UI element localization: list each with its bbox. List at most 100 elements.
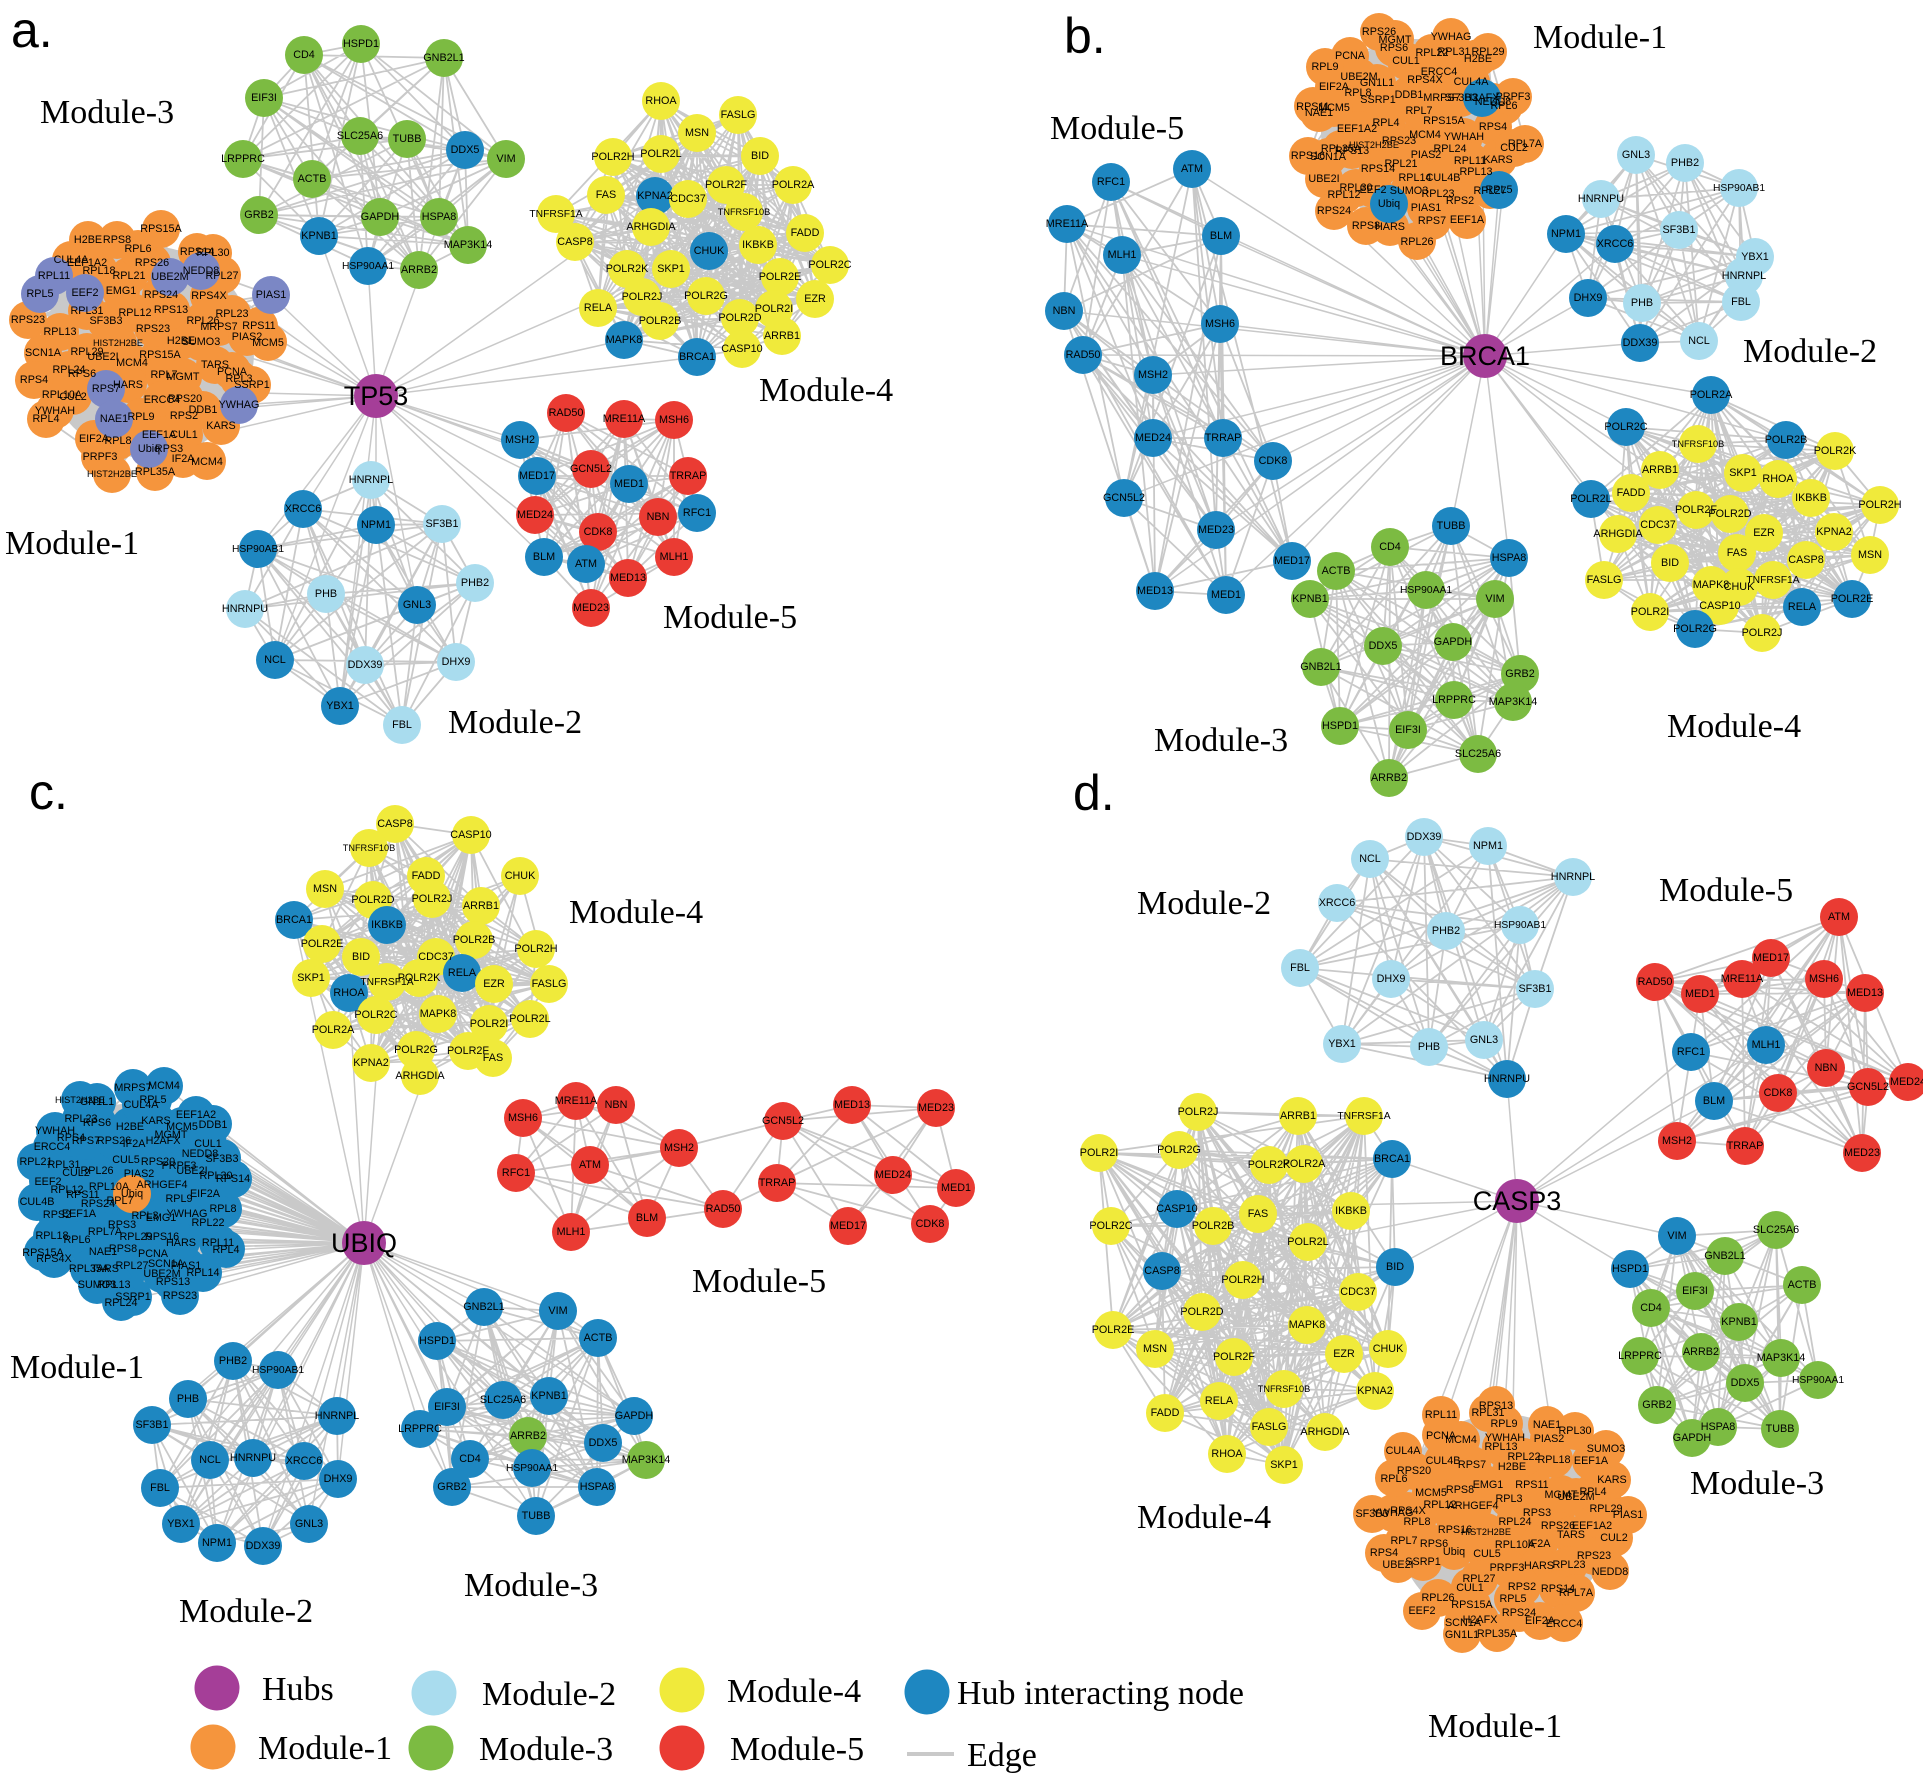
svg-text:ARRB2: ARRB2 [1683,1346,1719,1358]
svg-text:POLR2B: POLR2B [639,315,682,327]
svg-text:BLM: BLM [1703,1095,1725,1107]
svg-text:POLR2K: POLR2K [1814,445,1857,457]
svg-text:d.: d. [1073,765,1115,821]
svg-text:LRPPRC: LRPPRC [1618,1350,1662,1362]
svg-text:H2AFX: H2AFX [146,1135,181,1147]
svg-text:CDC37: CDC37 [1340,1286,1375,1298]
svg-text:RAD50: RAD50 [1638,976,1673,988]
svg-text:YWHAH: YWHAH [35,405,75,417]
svg-text:Module-3: Module-3 [464,1567,598,1604]
svg-text:FAS: FAS [1248,1208,1268,1220]
svg-text:TUBB: TUBB [522,1510,551,1522]
svg-text:RPL10A: RPL10A [1495,1539,1536,1551]
svg-text:HSP90AA1: HSP90AA1 [506,1463,558,1474]
svg-text:HSPA8: HSPA8 [580,1481,615,1493]
svg-text:RPL31: RPL31 [70,305,103,317]
svg-text:FADD: FADD [791,227,820,239]
svg-text:MSH2: MSH2 [1138,369,1168,381]
svg-text:YBX1: YBX1 [326,700,354,712]
svg-text:MAP3K14: MAP3K14 [1757,1352,1806,1364]
svg-text:GNB2L1: GNB2L1 [423,52,464,64]
svg-text:IKBKB: IKBKB [371,919,403,931]
svg-text:RPL22: RPL22 [1507,1451,1540,1463]
svg-text:Module-3: Module-3 [40,94,174,131]
svg-text:SSRP1: SSRP1 [1360,94,1395,106]
svg-text:NAE1: NAE1 [89,1246,117,1258]
svg-text:RPL30: RPL30 [1339,182,1372,194]
svg-text:POLR2B: POLR2B [453,934,496,946]
svg-text:FADD: FADD [1617,487,1646,499]
svg-text:KPNB1: KPNB1 [531,1390,566,1402]
svg-text:XRCC6: XRCC6 [285,503,322,515]
svg-text:HSPA8: HSPA8 [1701,1421,1736,1433]
svg-text:RPS24: RPS24 [1502,1607,1536,1619]
svg-text:PRPF3: PRPF3 [1490,1562,1525,1574]
svg-text:SSRP1: SSRP1 [234,379,269,391]
svg-text:RPL10A: RPL10A [89,1181,130,1193]
svg-text:NCL: NCL [1688,335,1710,347]
svg-text:Module-2: Module-2 [1743,333,1877,370]
svg-text:RPS26: RPS26 [1362,26,1396,38]
svg-text:KARS: KARS [1597,1474,1626,1486]
svg-text:SKP1: SKP1 [1729,467,1757,479]
svg-text:Module-5: Module-5 [730,1731,864,1768]
svg-text:RPS26: RPS26 [97,1135,131,1147]
svg-text:DHX9: DHX9 [1574,292,1603,304]
svg-text:BRCA1: BRCA1 [1374,1153,1410,1165]
svg-text:UBE2I: UBE2I [87,351,118,363]
svg-text:KPNA2: KPNA2 [637,190,672,202]
svg-text:RELA: RELA [1205,1395,1234,1407]
svg-text:EEF2: EEF2 [1408,1605,1435,1617]
svg-text:POLR2E: POLR2E [759,271,802,283]
svg-text:FAS: FAS [483,1052,503,1064]
svg-text:CHUK: CHUK [694,245,725,257]
svg-text:RPL9: RPL9 [127,411,154,423]
svg-text:CUL4B: CUL4B [20,1196,55,1208]
svg-text:RPL12: RPL12 [1423,1499,1456,1511]
svg-text:RFC1: RFC1 [502,1167,530,1179]
svg-text:RPS15A: RPS15A [22,1247,64,1259]
svg-text:EZR: EZR [804,293,826,305]
svg-text:Module-1: Module-1 [1533,19,1667,56]
svg-text:PHB2: PHB2 [1432,925,1460,937]
svg-text:POLR2J: POLR2J [412,893,453,905]
svg-text:CUL2: CUL2 [1600,1532,1628,1544]
svg-text:KPNA2: KPNA2 [353,1057,388,1069]
svg-text:MAPK8: MAPK8 [1693,579,1730,591]
svg-text:CD4: CD4 [459,1453,481,1465]
svg-text:ACTB: ACTB [298,173,327,185]
svg-text:LRPPRC: LRPPRC [221,153,265,165]
svg-text:RPS2: RPS2 [170,410,198,422]
svg-text:HIST2H2BE: HIST2H2BE [93,338,143,348]
svg-text:c.: c. [29,764,68,820]
svg-text:MRE11A: MRE11A [603,413,646,425]
svg-text:MED23: MED23 [1844,1147,1880,1159]
svg-text:POLR2G: POLR2G [1157,1144,1201,1156]
svg-text:SF3B1: SF3B1 [1518,983,1551,995]
svg-text:EEF1A: EEF1A [62,1208,97,1220]
svg-text:ARRB1: ARRB1 [463,900,499,912]
svg-text:RPL7: RPL7 [1405,105,1432,117]
svg-text:RPS2: RPS2 [43,1209,71,1221]
svg-text:BID: BID [352,951,370,963]
svg-text:Ubiq: Ubiq [138,443,160,455]
svg-text:SF3B1: SF3B1 [425,518,458,530]
svg-text:IF2A: IF2A [172,453,196,465]
svg-text:Module-4: Module-4 [569,894,703,931]
svg-text:ERCC4: ERCC4 [34,1141,71,1153]
svg-text:HNRNPL: HNRNPL [1551,871,1595,883]
svg-text:SCN1A: SCN1A [148,1258,185,1270]
svg-text:ATM: ATM [579,1159,601,1171]
svg-text:NAE1: NAE1 [100,413,128,425]
svg-text:HSPA8: HSPA8 [422,211,457,223]
svg-text:NPM1: NPM1 [361,519,391,531]
svg-text:NCL: NCL [264,654,286,666]
svg-text:MED24: MED24 [1890,1076,1923,1088]
svg-text:BLM: BLM [636,1212,658,1224]
svg-text:GN1L1: GN1L1 [80,1096,114,1108]
svg-text:RPS13: RPS13 [1335,145,1369,157]
svg-text:SUMO3: SUMO3 [1390,185,1428,197]
svg-text:RPL24: RPL24 [104,1297,137,1309]
svg-text:KPNA2: KPNA2 [1816,526,1851,538]
svg-text:POLR2H: POLR2H [1858,499,1901,511]
